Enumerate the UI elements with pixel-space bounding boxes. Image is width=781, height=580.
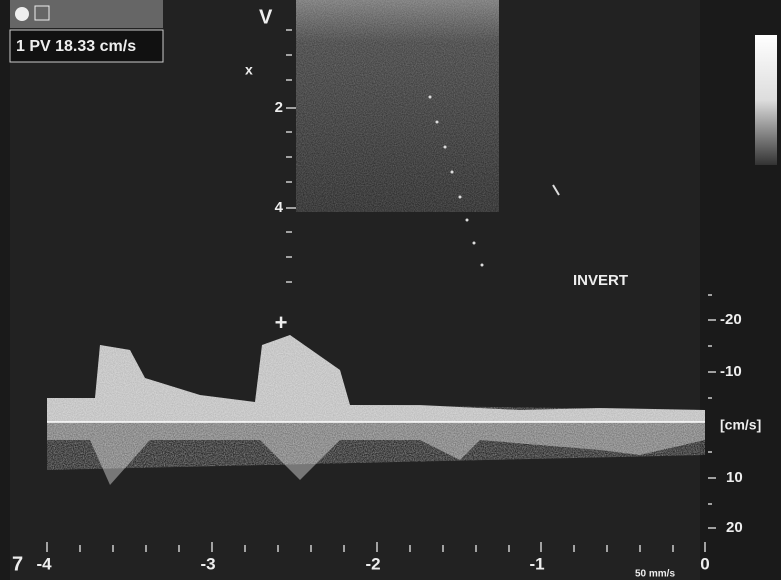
velocity-label: 10	[726, 469, 743, 486]
velocity-label: -20	[720, 311, 742, 328]
time-label: 0	[700, 554, 709, 573]
frame-number: 7	[12, 553, 23, 575]
ultrasound-screen: 1 PV 18.33 cm/s V x 2 4 INVERT + -20 -10…	[0, 0, 781, 580]
b-mode-texture	[296, 0, 499, 212]
focus-marker: x	[245, 62, 253, 78]
time-label: -3	[200, 554, 215, 573]
measurement-label: 1 PV 18.33 cm/s	[16, 38, 136, 55]
status-bar	[10, 0, 163, 28]
time-label: -1	[529, 554, 544, 573]
depth-label: 2	[275, 99, 283, 116]
depth-marker: V	[259, 6, 273, 28]
cursor: +	[275, 310, 288, 335]
gray-bar	[755, 35, 777, 165]
depth-label: 4	[275, 199, 284, 216]
time-label: -4	[36, 554, 52, 573]
mode-label: INVERT	[573, 272, 628, 289]
velocity-unit: [cm/s]	[720, 417, 761, 433]
sweep-speed: 50 mm/s	[635, 569, 675, 580]
time-label: -2	[365, 554, 380, 573]
velocity-label: 20	[726, 519, 743, 536]
record-icon	[15, 7, 29, 21]
velocity-label: -10	[720, 363, 742, 380]
